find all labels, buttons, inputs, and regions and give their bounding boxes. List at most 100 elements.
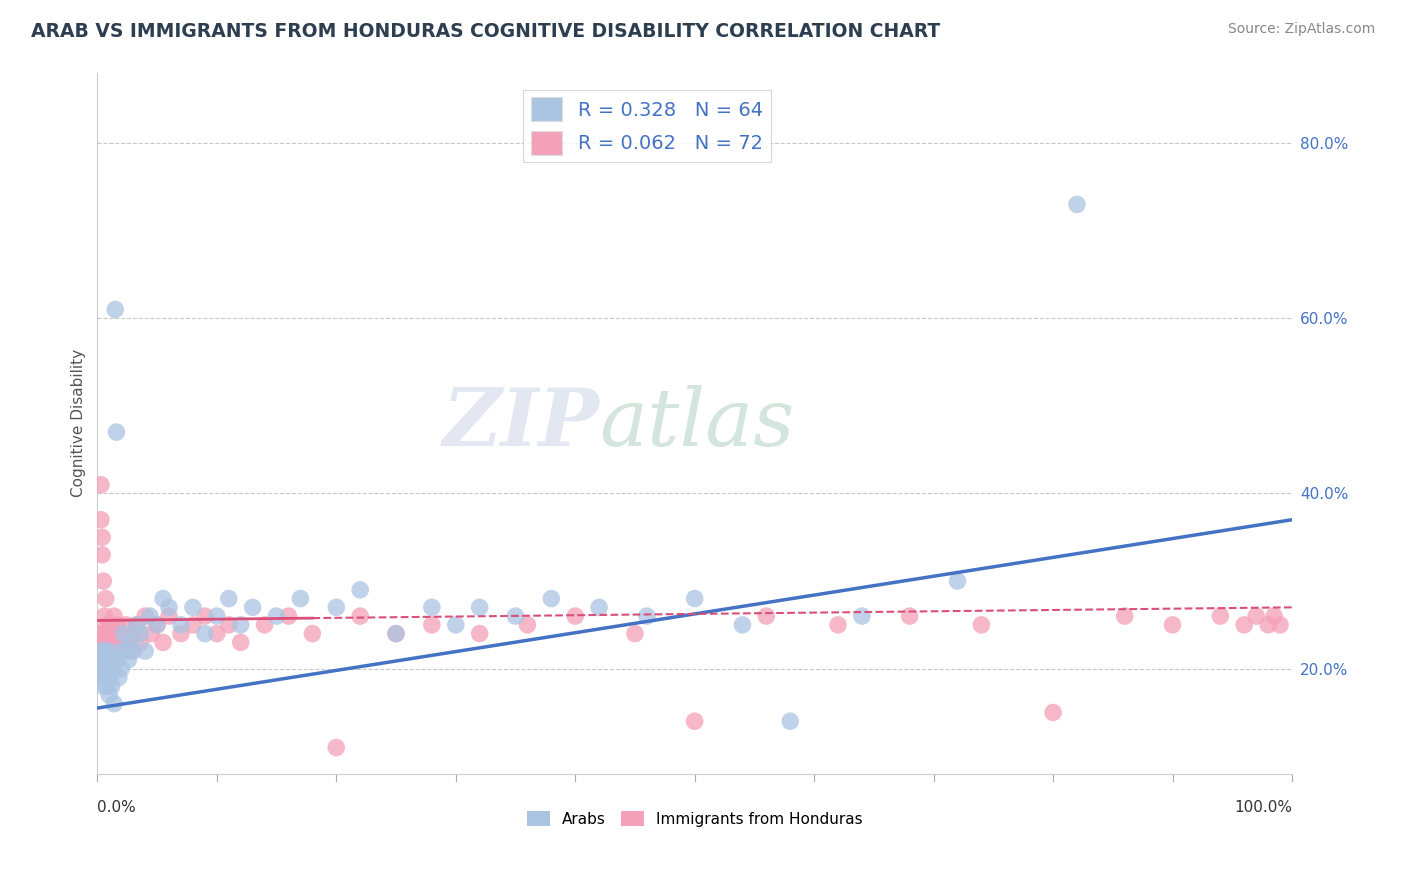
- Point: [107, 618, 129, 632]
- Point: [97, 670, 120, 684]
- Point: [253, 618, 276, 632]
- Point: [134, 609, 156, 624]
- Point: [91, 653, 114, 667]
- Point: [540, 591, 562, 606]
- Point: [564, 609, 586, 624]
- Point: [98, 635, 121, 649]
- Point: [1263, 609, 1285, 624]
- Point: [91, 679, 114, 693]
- Point: [93, 653, 115, 667]
- Point: [117, 635, 139, 649]
- Point: [105, 644, 128, 658]
- Point: [97, 653, 120, 667]
- Point: [205, 626, 228, 640]
- Point: [94, 644, 117, 658]
- Point: [101, 662, 124, 676]
- Point: [112, 635, 135, 649]
- Point: [108, 644, 131, 658]
- Point: [90, 477, 112, 491]
- Point: [98, 653, 121, 667]
- Point: [444, 618, 467, 632]
- Point: [349, 609, 371, 624]
- Point: [100, 670, 122, 684]
- Point: [1268, 618, 1291, 632]
- Point: [170, 618, 193, 632]
- Point: [115, 618, 138, 632]
- Point: [1233, 618, 1256, 632]
- Point: [100, 618, 122, 632]
- Point: [505, 609, 527, 624]
- Point: [139, 626, 162, 640]
- Point: [91, 670, 114, 684]
- Point: [112, 626, 135, 640]
- Point: [181, 618, 204, 632]
- Point: [90, 662, 112, 676]
- Point: [134, 644, 156, 658]
- Point: [349, 582, 371, 597]
- Point: [1042, 706, 1064, 720]
- Point: [120, 644, 142, 658]
- Point: [218, 618, 240, 632]
- Point: [170, 626, 193, 640]
- Point: [96, 662, 118, 676]
- Point: [108, 635, 131, 649]
- Point: [385, 626, 408, 640]
- Point: [89, 644, 111, 658]
- Point: [98, 653, 121, 667]
- Point: [325, 600, 347, 615]
- Point: [93, 626, 115, 640]
- Point: [96, 679, 118, 693]
- Point: [94, 644, 117, 658]
- Point: [194, 609, 217, 624]
- Point: [420, 600, 443, 615]
- Point: [266, 609, 288, 624]
- Point: [91, 644, 114, 658]
- Point: [94, 591, 117, 606]
- Point: [108, 644, 131, 658]
- Point: [139, 609, 162, 624]
- Point: [851, 609, 873, 624]
- Point: [229, 635, 252, 649]
- Point: [152, 635, 174, 649]
- Point: [146, 618, 169, 632]
- Text: ZIP: ZIP: [443, 384, 599, 462]
- Point: [468, 600, 491, 615]
- Point: [125, 618, 148, 632]
- Point: [100, 679, 122, 693]
- Point: [152, 591, 174, 606]
- Point: [898, 609, 921, 624]
- Point: [98, 688, 121, 702]
- Point: [129, 626, 152, 640]
- Point: [194, 626, 217, 640]
- Point: [104, 302, 127, 317]
- Legend: R = 0.328   N = 64, R = 0.062   N = 72: R = 0.328 N = 64, R = 0.062 N = 72: [523, 90, 770, 162]
- Point: [1257, 618, 1279, 632]
- Point: [683, 591, 706, 606]
- Point: [946, 574, 969, 588]
- Point: [385, 626, 408, 640]
- Text: atlas: atlas: [599, 384, 794, 462]
- Point: [205, 609, 228, 624]
- Point: [1161, 618, 1184, 632]
- Point: [93, 609, 115, 624]
- Point: [1244, 609, 1267, 624]
- Point: [755, 609, 778, 624]
- Point: [87, 626, 110, 640]
- Point: [110, 662, 132, 676]
- Point: [1209, 609, 1232, 624]
- Point: [117, 653, 139, 667]
- Point: [122, 644, 145, 658]
- Point: [588, 600, 610, 615]
- Point: [100, 662, 122, 676]
- Point: [779, 714, 801, 729]
- Point: [91, 574, 114, 588]
- Point: [301, 626, 323, 640]
- Point: [242, 600, 264, 615]
- Point: [1066, 197, 1088, 211]
- Point: [96, 635, 118, 649]
- Point: [108, 670, 131, 684]
- Point: [91, 548, 114, 562]
- Text: 100.0%: 100.0%: [1234, 800, 1292, 815]
- Point: [420, 618, 443, 632]
- Point: [104, 626, 127, 640]
